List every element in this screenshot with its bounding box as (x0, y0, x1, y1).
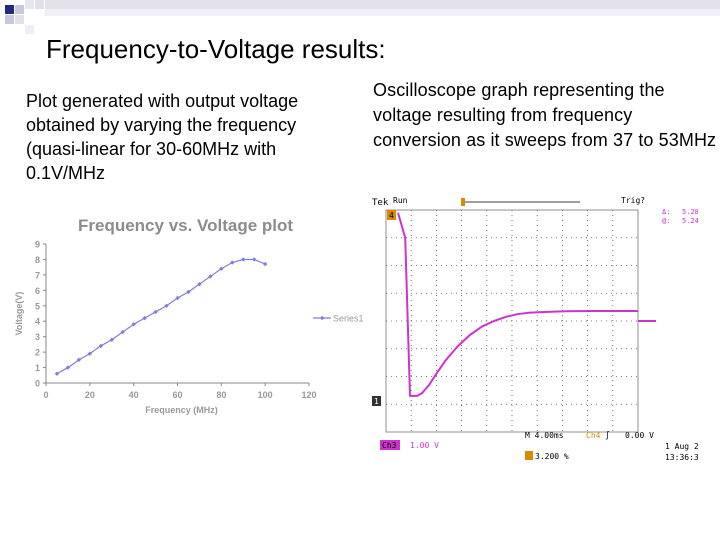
scope-trigger-status: Trig? (621, 196, 645, 205)
scope-ch1-marker (372, 396, 381, 406)
scope-ch1-marker-label: 1 (374, 397, 379, 406)
series1-point (241, 257, 246, 262)
series1-point (98, 343, 103, 349)
y-axis-label: Voltage(V) (14, 292, 24, 336)
series1-point (230, 260, 235, 265)
scope-date: 1 Aug 2006 (665, 442, 698, 451)
y-tick-label: 1 (35, 363, 40, 373)
y-tick-label: 4 (35, 317, 40, 327)
y-tick-label: 6 (35, 286, 40, 296)
series1-point (175, 295, 180, 301)
y-tick-label: 5 (35, 301, 40, 311)
series1-point (54, 371, 60, 376)
scope-ch3-tag (380, 440, 400, 450)
scope-ch3-label: Ch3 (382, 441, 397, 450)
x-tick-label: 80 (216, 390, 226, 400)
left-description: Plot generated with output voltage obtai… (26, 91, 299, 183)
series1-point (120, 329, 125, 335)
series1-point (186, 289, 191, 295)
scope-trigger-level: 0.00 V (625, 431, 654, 440)
frequency-voltage-chart: 0 1 2 3 4 5 6 7 8 9 0 20 40 60 80 100 120 Frequency (MHz)… (14, 240, 364, 416)
series1-point (262, 261, 268, 267)
series1-point (197, 281, 202, 287)
scope-trigger-source: Ch4 (586, 431, 601, 440)
series1-point (142, 315, 147, 321)
scope-trace (397, 212, 638, 397)
y-tick-label: 2 (35, 348, 40, 358)
scope-trigger-position-icon (525, 451, 533, 460)
series1-point (109, 337, 114, 342)
scope-brand: Tek (372, 198, 389, 208)
series1-point (219, 266, 224, 271)
scope-timebase: M 4.00ms (525, 431, 564, 440)
series1-point (252, 257, 257, 262)
y-tick-label: 3 (35, 332, 40, 342)
series1-line (56, 258, 266, 375)
chart-title: Frequency vs. Voltage plot (78, 216, 294, 235)
series1-point (87, 351, 93, 356)
series1-point (76, 357, 82, 363)
x-axis-label: Frequency (MHz) (145, 405, 218, 415)
series1-point (164, 303, 169, 308)
scope-cursor-value: 5.28 V (682, 208, 698, 216)
scope-cursor-label: Δ: (662, 208, 670, 216)
series1-point (131, 322, 136, 327)
scope-ch4-marker (387, 210, 396, 220)
scope-cursor-value: 5.24 V (682, 217, 698, 225)
series1-point (208, 274, 213, 279)
legend-label: Series1 (333, 314, 364, 324)
oscilloscope-screen: Tek Run Trig? 4 1 Δ: 5.28 V @: 5.24 V Ch3 1.00 V M … (372, 196, 698, 462)
series1-point (65, 365, 71, 370)
scope-time: 13:36:31 (665, 453, 698, 462)
x-tick-label: 120 (301, 390, 316, 400)
x-tick-label: 20 (85, 390, 95, 400)
scope-ch4-marker-label: 4 (389, 211, 394, 220)
y-tick-label: 7 (35, 270, 40, 280)
scope-mode: Run (393, 196, 408, 205)
legend-marker (320, 315, 325, 321)
right-description: Oscilloscope graph representing the volt… (373, 80, 717, 150)
scope-trigger-position: 3.200 % (535, 452, 569, 461)
scope-trigger-pos-marker (461, 198, 465, 206)
series1-point (153, 309, 158, 315)
scope-ch3-scale: 1.00 V (410, 441, 439, 450)
scope-trigger-slope: ∫ (605, 431, 610, 440)
y-tick-label: 8 (35, 255, 40, 265)
scope-cursor-label: @: (662, 217, 670, 225)
y-tick-label: 9 (35, 240, 40, 250)
corner-decoration (5, 0, 720, 34)
x-tick-label: 0 (43, 390, 48, 400)
y-tick-label: 0 (35, 379, 40, 389)
x-tick-label: 60 (172, 390, 182, 400)
x-tick-label: 100 (258, 390, 273, 400)
slide-title: Frequency-to-Voltage results: (46, 34, 386, 64)
x-tick-label: 40 (129, 390, 139, 400)
